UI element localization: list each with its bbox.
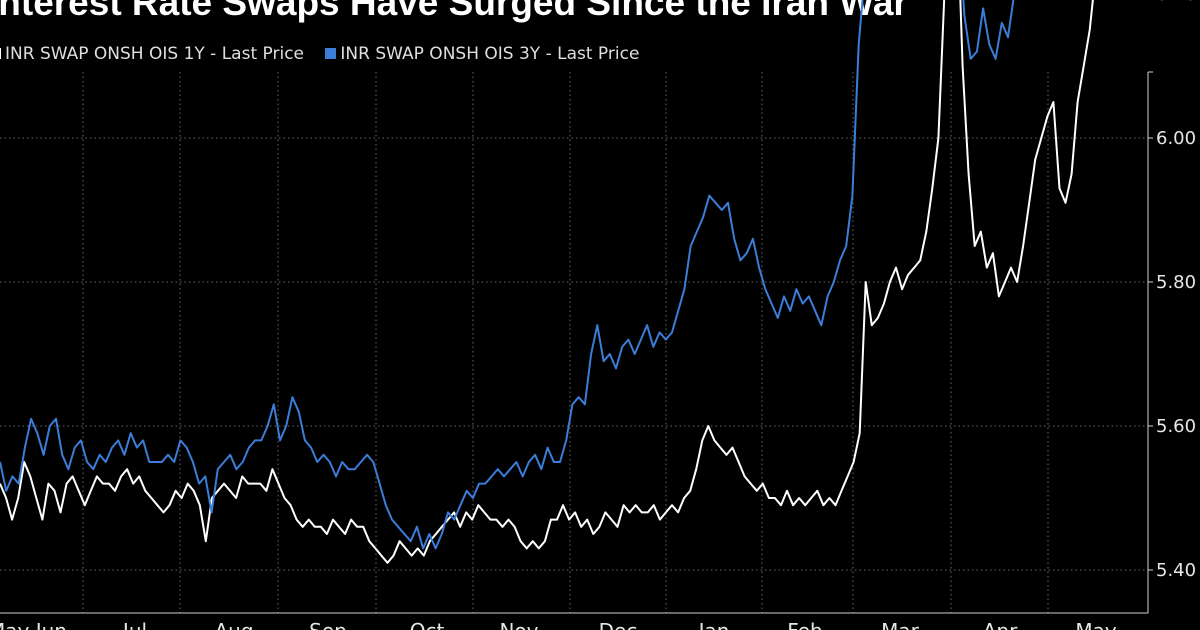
legend-entry-3y[interactable]: INR SWAP ONSH OIS 3Y - Last Price bbox=[325, 44, 639, 64]
y-tick-label: 5.40 bbox=[1156, 560, 1196, 581]
grid-lines bbox=[0, 72, 1148, 613]
x-tick-label: Mar bbox=[881, 619, 920, 630]
x-tick-label: Aug bbox=[214, 619, 253, 630]
x-tick-label: Jan bbox=[697, 619, 730, 630]
y-axis: 5.405.605.806.006.206.40 bbox=[1147, 0, 1196, 613]
legend-swatch-1y bbox=[0, 48, 1, 59]
legend-entry-1y[interactable]: INR SWAP ONSH OIS 1Y - Last Price bbox=[0, 44, 304, 64]
y-tick-label: 6.00 bbox=[1156, 128, 1196, 149]
x-tick-label: Dec bbox=[599, 619, 638, 630]
legend-label-3y: INR SWAP ONSH OIS 3Y - Last Price bbox=[340, 44, 640, 64]
x-tick-label: Jul bbox=[121, 619, 147, 630]
x-tick-label: Oct bbox=[410, 619, 445, 630]
legend-swatch-3y bbox=[325, 48, 337, 59]
x-tick-label: May bbox=[1075, 619, 1117, 630]
legend-label-1y: INR SWAP ONSH OIS 1Y - Last Price bbox=[5, 44, 304, 64]
legend: INR SWAP ONSH OIS 1Y - Last Price INR SW… bbox=[0, 44, 655, 64]
series-lines bbox=[0, 0, 1094, 564]
series-line-1y bbox=[0, 0, 1094, 564]
chart-title: Interest Rate Swaps Have Surged Since th… bbox=[0, 0, 908, 23]
series-line-3y bbox=[0, 0, 1015, 550]
y-tick-label: 5.80 bbox=[1156, 272, 1196, 293]
x-tick-label: Nov bbox=[499, 619, 538, 630]
x-tick-label: Feb bbox=[787, 619, 822, 630]
x-axis: May Jun Jul Aug Sep Oct Nov Dec Jan Feb Mar Apr May bbox=[0, 612, 1148, 630]
y-tick-label: 6.20 bbox=[1156, 0, 1196, 5]
x-tick-label: Sep bbox=[309, 619, 347, 630]
x-tick-label: Apr bbox=[983, 619, 1018, 630]
x-tick-label: May Jun bbox=[0, 619, 67, 630]
y-tick-label: 5.60 bbox=[1156, 416, 1196, 437]
